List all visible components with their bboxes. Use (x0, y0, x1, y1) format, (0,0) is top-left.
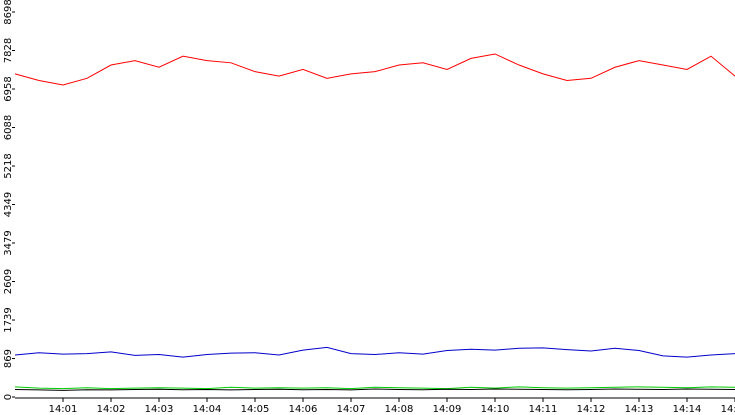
y-tick-label: 6088 (3, 115, 14, 140)
y-tick-label: 869 (3, 349, 14, 368)
series-line (14, 53, 735, 86)
y-tick-label: 8698 (3, 0, 14, 25)
y-tick-label: 0 (3, 394, 14, 400)
series-line (14, 386, 735, 390)
x-tick-label: 14:03 (145, 404, 174, 415)
x-tick-label: 14:11 (529, 404, 558, 415)
x-tick-label: 14:05 (241, 404, 270, 415)
x-tick-label: 14:01 (49, 404, 78, 415)
x-tick-label: 14:02 (97, 404, 126, 415)
x-tick-label: 14:15 (721, 404, 735, 415)
x-tick-label: 14:12 (577, 404, 606, 415)
y-tick-label: 7828 (3, 38, 14, 63)
x-tick-label: 14:09 (433, 404, 462, 415)
x-tick-label: 14:06 (289, 404, 318, 415)
y-tick-label: 2609 (3, 269, 14, 294)
series-line (14, 388, 735, 391)
y-tick-label: 6958 (3, 76, 14, 101)
x-tick-label: 14:08 (385, 404, 414, 415)
x-tick-label: 14:10 (481, 404, 510, 415)
y-tick-label: 4349 (3, 192, 14, 217)
y-tick-label: 3479 (3, 230, 14, 255)
series-line (14, 346, 735, 358)
x-tick-label: 14:04 (193, 404, 222, 415)
y-tick-label: 5218 (3, 153, 14, 178)
y-tick-label: 1739 (3, 307, 14, 332)
x-tick-label: 14:07 (337, 404, 366, 415)
x-tick-label: 14:13 (625, 404, 654, 415)
x-tick-label: 14:14 (673, 404, 702, 415)
